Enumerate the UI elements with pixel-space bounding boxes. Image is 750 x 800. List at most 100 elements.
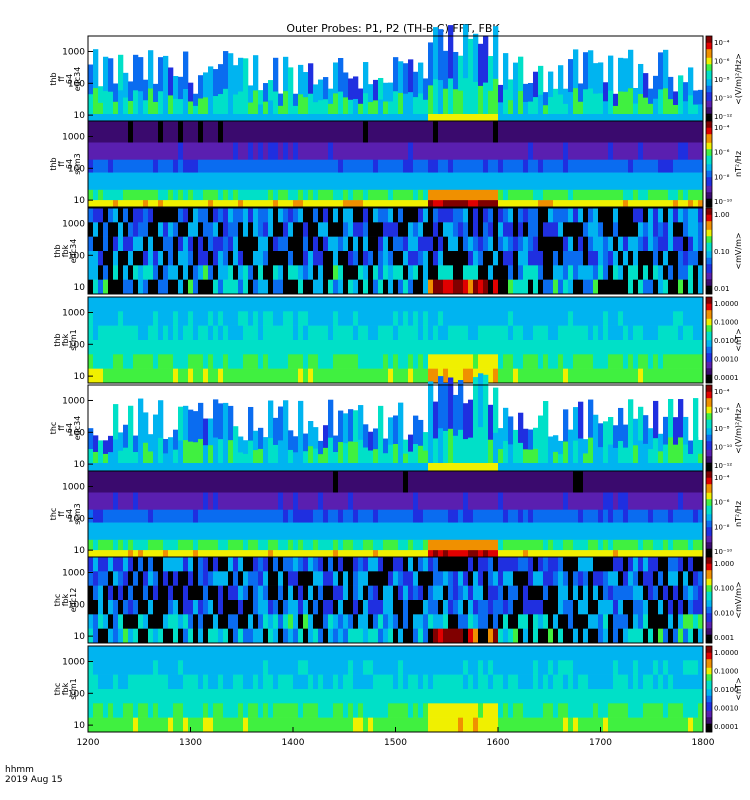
colorbar-tick-label: 10⁻¹⁰ [714,95,732,103]
y-tick-label: 1000 [62,47,85,57]
y-tick-label: 1000 [62,396,85,406]
y-tick-label: 10 [74,721,86,731]
spectrogram-thb-ffp-e34 [88,24,704,122]
colorbar-tick-label: 10⁻⁶ [714,499,730,507]
time-axis-date: 2019 Aug 15 [5,775,63,785]
y-tick-label: 10 [74,111,86,121]
y-tick-label: 10 [74,283,86,293]
panel-thb-fbk-edc34: 10 100 1000 thb fbk edc34 0.01 0.10 1.00 <mV/m> [53,207,743,295]
time-axis-label: hhmm [5,765,34,775]
colorbar-tick-label: 0.0010 [714,356,739,364]
colorbar-tick-label: 10⁻¹² [714,462,732,470]
spectrogram-thc-ffp-scm3 [88,471,704,558]
y-tick-label: 1000 [62,219,85,229]
colorbar-tick-label: 0.001 [714,634,734,642]
panel-frame [87,207,704,295]
colorbar-tick-label: 10⁻⁶ [714,149,730,157]
time-axis: 1200 1300 1400 1500 1600 1700 1800 [77,727,715,748]
y-axis-label: scm1 [69,329,78,350]
colorbar-tick-label: 10⁻⁸ [714,425,730,433]
colorbar-tick-label: 10⁻⁴ [714,388,730,396]
y-axis-label: edc34 [73,416,82,441]
panel-thc-fbk-scm1: 10 100 1000 thc fbk scm1 0.0001 0.0010 0.0100 0.1… [53,645,743,733]
panel-thc-fbk-edc12: 10 100 1000 thc fbk edc12 0.001 0.010 0.100 1.000… [53,556,743,644]
y-tick-label: 1000 [62,568,85,578]
colorbar-tick-label: 1.00 [714,211,730,219]
colorbar-thb-ffp-scm3: 10⁻¹⁰ 10⁻⁸ 10⁻⁶ 10⁻⁴ nT²/Hz [705,120,743,208]
colorbar-thc-fbk-edc12: 0.001 0.010 0.100 1.000 <mV/m> [705,556,743,644]
colorbar-tick-label: 0.1000 [714,319,739,327]
x-tick-label: 1300 [179,738,202,748]
spectrogram-thb-ffp-scm3 [88,121,704,208]
y-axis-label: ff [57,76,66,82]
colorbar-tick-label: 10⁻¹⁰ [714,198,732,206]
spectrogram-thb-fbk-edc34 [88,208,704,295]
colorbar-tick-label: 10⁻⁴ [714,39,730,47]
x-tick-label: 1400 [282,738,305,748]
colorbar-thc-fbk-scm1: 0.0001 0.0010 0.0100 0.1000 1.0000 <nT> [705,645,743,733]
y-axis-label: fbk [61,333,70,346]
colorbar-tick-label: 0.0100 [714,337,739,345]
colorbar-tick-label: 0.0001 [714,374,739,382]
y-tick-label: 100 [68,600,85,610]
colorbar-unit: <nT> [734,677,743,700]
y-tick-label: 10 [74,372,86,382]
y-tick-label: 100 [68,689,85,699]
y-tick-label: 10 [74,196,86,206]
y-axis-label: 64 [65,509,74,519]
panel-frame [87,120,704,208]
spectrogram-thc-fbk-edc12 [88,557,704,644]
colorbar-thc-ffp-e34: 10⁻¹² 10⁻¹⁰ 10⁻⁸ 10⁻⁶ 10⁻⁴ <(V/m)²/Hz> [705,384,743,472]
colorbar-tick-label: 0.100 [714,585,734,593]
panel-thc-ffp-scm3: 10 100 1000 thc ff 64 scm3 10⁻¹⁰ 10⁻⁸ 10⁻⁶ 10⁻⁴ nT²… [49,470,743,558]
panel-thb-ffp-scm3: 10 100 1000 thb ff 64 scm3 10⁻¹⁰ 10⁻⁸ 10⁻⁶ 10⁻⁴ nT²… [49,120,743,208]
spectrogram-thc-ffp-e34 [88,373,704,471]
colorbar-unit: <nT> [734,328,743,351]
y-axis-label: thc [49,422,58,435]
x-tick-label: 1200 [77,738,100,748]
y-tick-label: 100 [68,79,85,89]
y-tick-label: 1000 [62,482,85,492]
y-tick-label: 100 [68,251,85,261]
y-axis-label: scm3 [73,153,82,174]
colorbar-thc-ffp-scm3: 10⁻¹⁰ 10⁻⁸ 10⁻⁶ 10⁻⁴ nT²/Hz [705,470,743,558]
panel-frame [87,296,704,384]
x-tick-label: 1500 [384,738,407,748]
spectrogram-thc-fbk-scm1 [88,646,704,733]
y-axis-label: thc [53,594,62,607]
colorbar-tick-label: 0.10 [714,248,730,256]
y-axis-label: 64 [65,159,74,169]
y-tick-label: 10 [74,546,86,556]
x-tick-label: 1600 [487,738,510,748]
colorbar-tick-label: 1.0000 [714,649,739,657]
y-axis-label: 64 [65,74,74,84]
y-axis-label: ff [57,161,66,167]
y-tick-label: 1000 [62,132,85,142]
colorbar-tick-label: 10⁻¹² [714,113,732,121]
colorbar-tick-label: 10⁻⁸ [714,173,730,181]
colorbar-thb-ffp-e34: 10⁻¹² 10⁻¹⁰ 10⁻⁸ 10⁻⁶ 10⁻⁴ <(V/m)²/Hz> [705,35,743,123]
y-axis-label: scm1 [69,678,78,699]
y-axis-label: ff [57,425,66,431]
colorbar-tick-label: 0.0100 [714,686,739,694]
colorbar-tick-label: 1.0000 [714,300,739,308]
y-axis-label: fbk [61,682,70,695]
colorbar-tick-label: 10⁻¹⁰ [714,444,732,452]
panel-frame [87,556,704,644]
colorbar-tick-label: 10⁻⁶ [714,407,730,415]
y-tick-label: 100 [68,514,85,524]
x-tick-label: 1700 [589,738,612,748]
colorbar-tick-label: 10⁻⁴ [714,124,730,132]
colorbar-tick-label: 0.010 [714,609,734,617]
y-axis-label: 64 [65,423,74,433]
y-axis-label: thc [49,508,58,521]
y-axis-label: thb [49,157,58,170]
colorbar-unit: <mV/m> [734,581,743,618]
colorbar-unit: <mV/m> [734,232,743,269]
colorbar-thb-fbk-edc34: 0.01 0.10 1.00 <mV/m> [705,207,743,295]
colorbar-tick-label: 1.000 [714,560,734,568]
